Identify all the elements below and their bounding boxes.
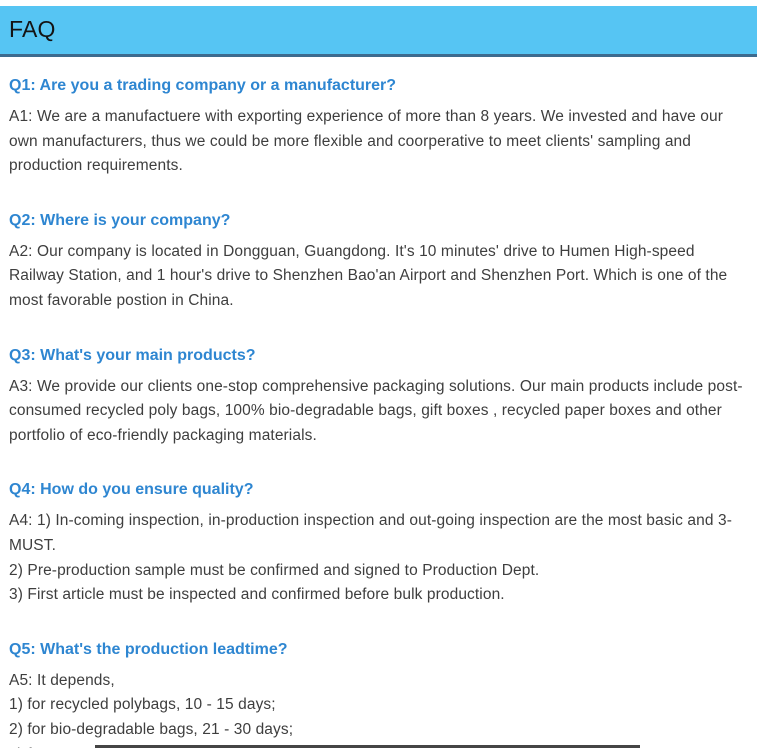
faq-answer-line: 2) Pre-production sample must be confirm… (9, 561, 540, 579)
faq-answer-line: 2) for bio-degradable bags, 21 - 30 days… (9, 720, 294, 738)
faq-answer-line: A4: 1) In-coming inspection, in-producti… (9, 512, 732, 554)
faq-item-q2: Q2: Where is your company? A2: Our compa… (9, 211, 749, 314)
faq-answer-line: 1) for recycled polybags, 10 - 15 days; (9, 696, 276, 714)
faq-answer-line: A2: Our company is located in Dongguan, … (9, 242, 728, 309)
faq-question: Q4: How do you ensure quality? (9, 481, 254, 499)
faq-question: Q1: Are you a trading company or a manuf… (9, 77, 397, 94)
faq-item-q5: Q5: What's the production leadtime? A5: … (9, 640, 749, 748)
faq-content: Q1: Are you a trading company or a manuf… (0, 57, 765, 748)
faq-item-q1: Q1: Are you a trading company or a manuf… (9, 76, 749, 179)
faq-item-q3: Q3: What's your main products? A3: We pr… (9, 346, 749, 449)
next-section-top-edge (95, 745, 640, 748)
faq-question: Q2: Where is your company? (9, 211, 231, 229)
faq-question: Q3: What's your main products? (9, 346, 256, 364)
page-title: FAQ (9, 16, 56, 42)
faq-answer-line: A3: We provide our clients one-stop comp… (9, 377, 743, 444)
faq-answer-line: A1: We are a manufactuere with exporting… (9, 108, 724, 175)
faq-answer-line: 3) First article must be inspected and c… (9, 586, 505, 604)
faq-header: FAQ (0, 6, 757, 57)
faq-question: Q5: What's the production leadtime? (9, 640, 288, 658)
faq-answer-line: A5: It depends, (9, 671, 115, 689)
faq-item-q4: Q4: How do you ensure quality? A4: 1) In… (9, 480, 749, 607)
